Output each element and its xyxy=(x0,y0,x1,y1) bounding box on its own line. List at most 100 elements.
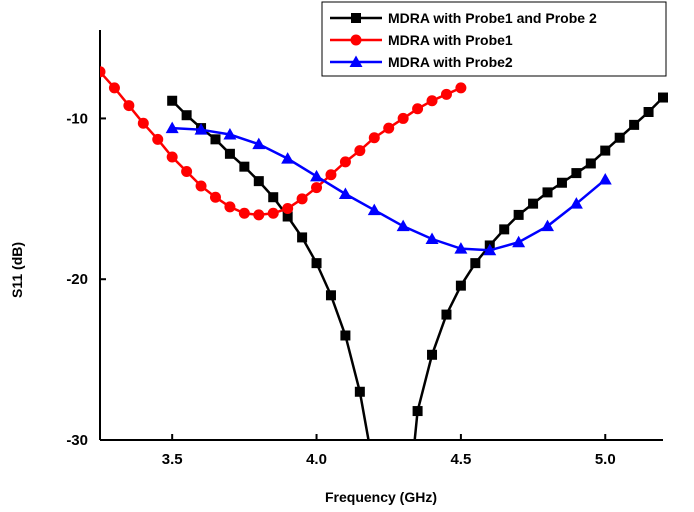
legend-entry: MDRA with Probe1 and Probe 2 xyxy=(330,10,597,26)
data-point xyxy=(310,169,324,182)
data-point xyxy=(267,207,279,219)
data-point xyxy=(512,235,526,248)
data-point xyxy=(354,145,366,157)
data-point xyxy=(440,88,452,100)
data-point xyxy=(397,112,409,124)
legend-entry: MDRA with Probe2 xyxy=(330,54,513,70)
data-point xyxy=(210,134,221,145)
data-point xyxy=(598,173,612,185)
data-point xyxy=(454,242,468,254)
y-tick-label: -20 xyxy=(66,271,88,288)
data-point xyxy=(600,145,611,156)
data-point xyxy=(209,191,221,203)
y-tick-label: -10 xyxy=(66,110,88,127)
data-point xyxy=(571,168,582,179)
data-point xyxy=(629,119,640,130)
data-point xyxy=(100,66,106,78)
data-point xyxy=(425,232,439,245)
data-point xyxy=(528,198,539,209)
axis-ticks: 3.5 4.0 4.5 5.0 -10 -20 -30 xyxy=(66,110,615,468)
data-point xyxy=(541,219,555,232)
data-point xyxy=(167,95,178,106)
plot-frame xyxy=(99,30,663,441)
data-point xyxy=(195,180,207,192)
data-point xyxy=(311,258,322,269)
legend-marker xyxy=(350,34,362,46)
data-point xyxy=(556,177,567,188)
x-tick-label: 3.5 xyxy=(162,451,183,468)
series-layer xyxy=(100,66,668,441)
data-point xyxy=(658,92,668,103)
data-point xyxy=(123,100,135,112)
series-1 xyxy=(167,92,668,441)
data-point xyxy=(614,132,625,143)
data-point xyxy=(108,82,120,94)
data-point xyxy=(412,406,423,417)
data-point xyxy=(339,156,351,168)
data-point xyxy=(152,133,164,145)
data-point xyxy=(499,224,510,235)
legend-label: MDRA with Probe1 xyxy=(388,32,513,48)
data-point xyxy=(224,148,235,159)
data-point xyxy=(252,137,266,150)
series-line xyxy=(171,96,664,441)
data-point xyxy=(340,330,351,341)
data-point xyxy=(412,103,424,115)
data-point xyxy=(297,232,308,243)
data-point xyxy=(513,209,524,220)
data-point xyxy=(427,349,438,360)
data-point xyxy=(296,193,308,205)
legend-marker xyxy=(349,55,363,67)
data-point xyxy=(253,209,265,221)
data-point xyxy=(455,82,467,94)
series-3 xyxy=(165,121,612,256)
data-point xyxy=(166,151,178,163)
y-axis-title: S11 (dB) xyxy=(9,242,25,298)
data-point xyxy=(282,202,294,214)
data-point xyxy=(181,110,192,121)
data-point xyxy=(354,386,365,397)
x-tick-label: 4.5 xyxy=(450,451,471,468)
data-point xyxy=(441,309,452,320)
data-point xyxy=(194,123,208,135)
data-point xyxy=(239,161,250,172)
data-point xyxy=(325,169,337,181)
legend-marker xyxy=(351,13,361,23)
data-point xyxy=(268,192,279,203)
data-point xyxy=(311,182,323,194)
data-point xyxy=(396,219,410,232)
data-point xyxy=(325,290,336,301)
legend: MDRA with Probe1 and Probe 2 MDRA with Pr… xyxy=(321,1,667,77)
y-tick-label: -30 xyxy=(66,432,88,449)
data-point xyxy=(223,128,237,140)
data-point xyxy=(455,280,466,291)
data-point xyxy=(542,187,553,198)
data-point xyxy=(367,203,381,216)
data-point xyxy=(368,132,380,144)
data-point xyxy=(470,258,481,269)
data-point xyxy=(281,152,295,164)
data-point xyxy=(181,165,193,177)
data-point xyxy=(224,201,236,213)
data-point xyxy=(282,211,293,222)
data-point xyxy=(426,95,438,107)
data-point xyxy=(383,122,395,134)
x-tick-label: 4.0 xyxy=(306,451,327,468)
data-point xyxy=(483,243,497,256)
series-2 xyxy=(100,66,467,221)
data-point xyxy=(569,197,583,209)
data-point xyxy=(253,176,264,187)
data-point xyxy=(165,121,179,134)
data-point xyxy=(238,207,250,219)
data-point xyxy=(338,187,352,199)
legend-entry: MDRA with Probe1 xyxy=(330,32,513,48)
legend-items: MDRA with Probe1 and Probe 2 MDRA with Pr… xyxy=(330,10,597,70)
x-tick-label: 5.0 xyxy=(595,451,616,468)
data-point xyxy=(137,117,149,129)
legend-label: MDRA with Probe2 xyxy=(388,54,513,70)
data-point xyxy=(643,107,654,117)
series-line xyxy=(172,126,607,252)
legend-label: MDRA with Probe1 and Probe 2 xyxy=(388,10,597,26)
x-axis-title: Frequency (GHz) xyxy=(325,489,437,505)
